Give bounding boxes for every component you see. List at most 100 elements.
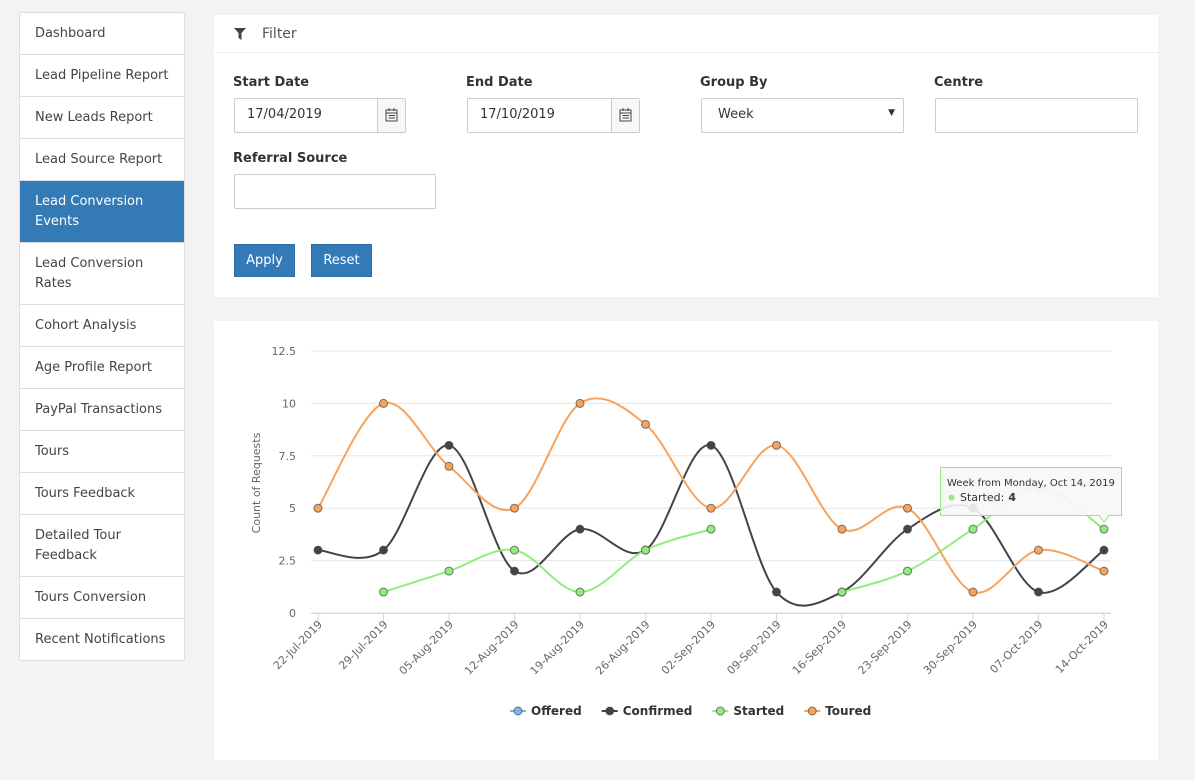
- legend-label: Confirmed: [623, 704, 693, 718]
- point-marker: [379, 398, 388, 408]
- button[interactable]: Reset: [311, 244, 372, 277]
- point-marker: [575, 587, 585, 597]
- sidebar: Dashboard Lead Pipeline Report New Leads R…: [19, 12, 185, 661]
- chart: 0 2.5 5 7.5 10 12.5 Count of Requests 22-Jul-20…: [250, 345, 1122, 718]
- tooltip-title: Week from Monday, Oct 14, 2019: [947, 478, 1115, 489]
- legend-marker: [807, 706, 817, 716]
- filter-icon: [234, 28, 246, 40]
- point-marker: [641, 545, 650, 555]
- input-value: 17/04/2019: [247, 107, 322, 122]
- field-label: Group By: [700, 75, 768, 90]
- x-tick-label: 07-Oct-2019: [987, 618, 1045, 676]
- x-tick-label: 14-Oct-2019: [1053, 618, 1111, 676]
- tooltip: Week from Monday, Oct 14, 2019 Started: 4: [940, 467, 1122, 523]
- calendar-icon: [619, 108, 632, 122]
- x-tick-label: 22-Jul-2019: [271, 618, 325, 672]
- legend-marker: [605, 706, 615, 716]
- point-marker: [1099, 545, 1109, 555]
- point-marker: [1034, 545, 1043, 555]
- y-tick-label: 7.5: [279, 450, 297, 463]
- input-value: 17/10/2019: [480, 107, 555, 122]
- tooltip-box: [940, 467, 1122, 523]
- tooltip-dot: [948, 494, 955, 501]
- y-tick-label: 10: [282, 397, 296, 410]
- point-marker: [510, 503, 519, 513]
- point-marker: [313, 545, 323, 555]
- legend-marker: [715, 706, 725, 716]
- point-marker: [379, 545, 388, 555]
- point-marker: [444, 440, 454, 450]
- point-marker: [510, 545, 519, 555]
- x-tick-label: 29-Jul-2019: [336, 618, 390, 672]
- text-input[interactable]: [935, 98, 1138, 133]
- filter-title: Filter: [262, 26, 297, 42]
- nav-item[interactable]: Tours: [20, 430, 184, 472]
- y-axis-label: Count of Requests: [250, 432, 263, 533]
- x-tick-label: 09-Sep-2019: [724, 618, 783, 677]
- point-marker: [706, 440, 716, 450]
- point-marker: [641, 419, 650, 429]
- point-marker: [575, 524, 585, 534]
- point-marker: [968, 524, 978, 534]
- tooltip-series: Started:: [960, 491, 1004, 504]
- text-input[interactable]: [234, 174, 436, 209]
- nav-item[interactable]: Tours Conversion: [20, 576, 184, 618]
- y-tick-label: 12.5: [272, 345, 297, 358]
- point-marker: [575, 398, 585, 408]
- point-marker: [837, 524, 847, 534]
- y-tick-label: 5: [289, 502, 296, 515]
- point-marker: [772, 587, 781, 597]
- date-input[interactable]: 17/10/2019: [467, 98, 640, 133]
- nav-item[interactable]: Lead Conversion Rates: [20, 242, 184, 304]
- calendar-button[interactable]: [377, 99, 405, 132]
- point-marker: [706, 524, 716, 534]
- y-tick-label: 2.5: [279, 555, 297, 568]
- point-marker: [1099, 566, 1109, 576]
- point-marker: [968, 587, 978, 597]
- calendar-button[interactable]: [611, 99, 639, 132]
- nav-item[interactable]: Dashboard: [35, 26, 106, 41]
- nav-item[interactable]: Lead Pipeline Report: [20, 54, 184, 96]
- nav-item[interactable]: Tours Feedback: [20, 472, 184, 514]
- field-label: Start Date: [233, 75, 310, 90]
- point-marker: [510, 566, 519, 576]
- field-label: End Date: [466, 75, 533, 90]
- y-tick-label: 0: [289, 607, 296, 620]
- nav-item[interactable]: New Leads Report: [20, 96, 184, 138]
- nav-item[interactable]: Recent Notifications: [20, 618, 184, 660]
- point-marker: [1034, 587, 1043, 597]
- nav-item[interactable]: Lead Conversion Events: [20, 180, 184, 242]
- point-marker: [379, 587, 388, 597]
- field-label: Referral Source: [233, 151, 348, 166]
- point-marker: [1099, 524, 1109, 534]
- nav-item[interactable]: Lead Source Report: [20, 138, 184, 180]
- x-tick-label: 23-Sep-2019: [855, 618, 914, 677]
- point-marker: [837, 587, 847, 597]
- nav-item[interactable]: Detailed Tour Feedback: [20, 514, 184, 576]
- filter-panel: Filter Start Date 17/04/2019 End Date 17/10…: [214, 15, 1158, 297]
- x-tick-label: 19-Aug-2019: [528, 618, 588, 678]
- point-marker: [444, 566, 454, 576]
- point-marker: [772, 440, 781, 450]
- date-input[interactable]: 17/04/2019: [234, 98, 406, 133]
- nav-item[interactable]: Age Profile Report: [20, 346, 184, 388]
- point-marker: [444, 461, 454, 471]
- nav-item[interactable]: PayPal Transactions: [20, 388, 184, 430]
- point-marker: [313, 503, 323, 513]
- series-line: [317, 397, 1105, 594]
- select-input[interactable]: Week ▼: [701, 98, 904, 133]
- legend-label: Offered: [531, 704, 582, 718]
- calendar-icon: [385, 108, 398, 122]
- legend-marker: [513, 706, 523, 716]
- nav-item[interactable]: Cohort Analysis: [20, 304, 184, 346]
- tooltip-value: 4: [1008, 491, 1016, 504]
- x-tick-label: 30-Sep-2019: [921, 618, 980, 677]
- button[interactable]: Apply: [234, 244, 295, 277]
- legend-label: Started: [733, 704, 784, 718]
- point-marker: [903, 566, 912, 576]
- select-arrow: ▼: [888, 108, 895, 118]
- point-marker: [903, 503, 912, 513]
- x-tick-label: 05-Aug-2019: [397, 618, 457, 678]
- x-tick-label: 26-Aug-2019: [593, 618, 653, 678]
